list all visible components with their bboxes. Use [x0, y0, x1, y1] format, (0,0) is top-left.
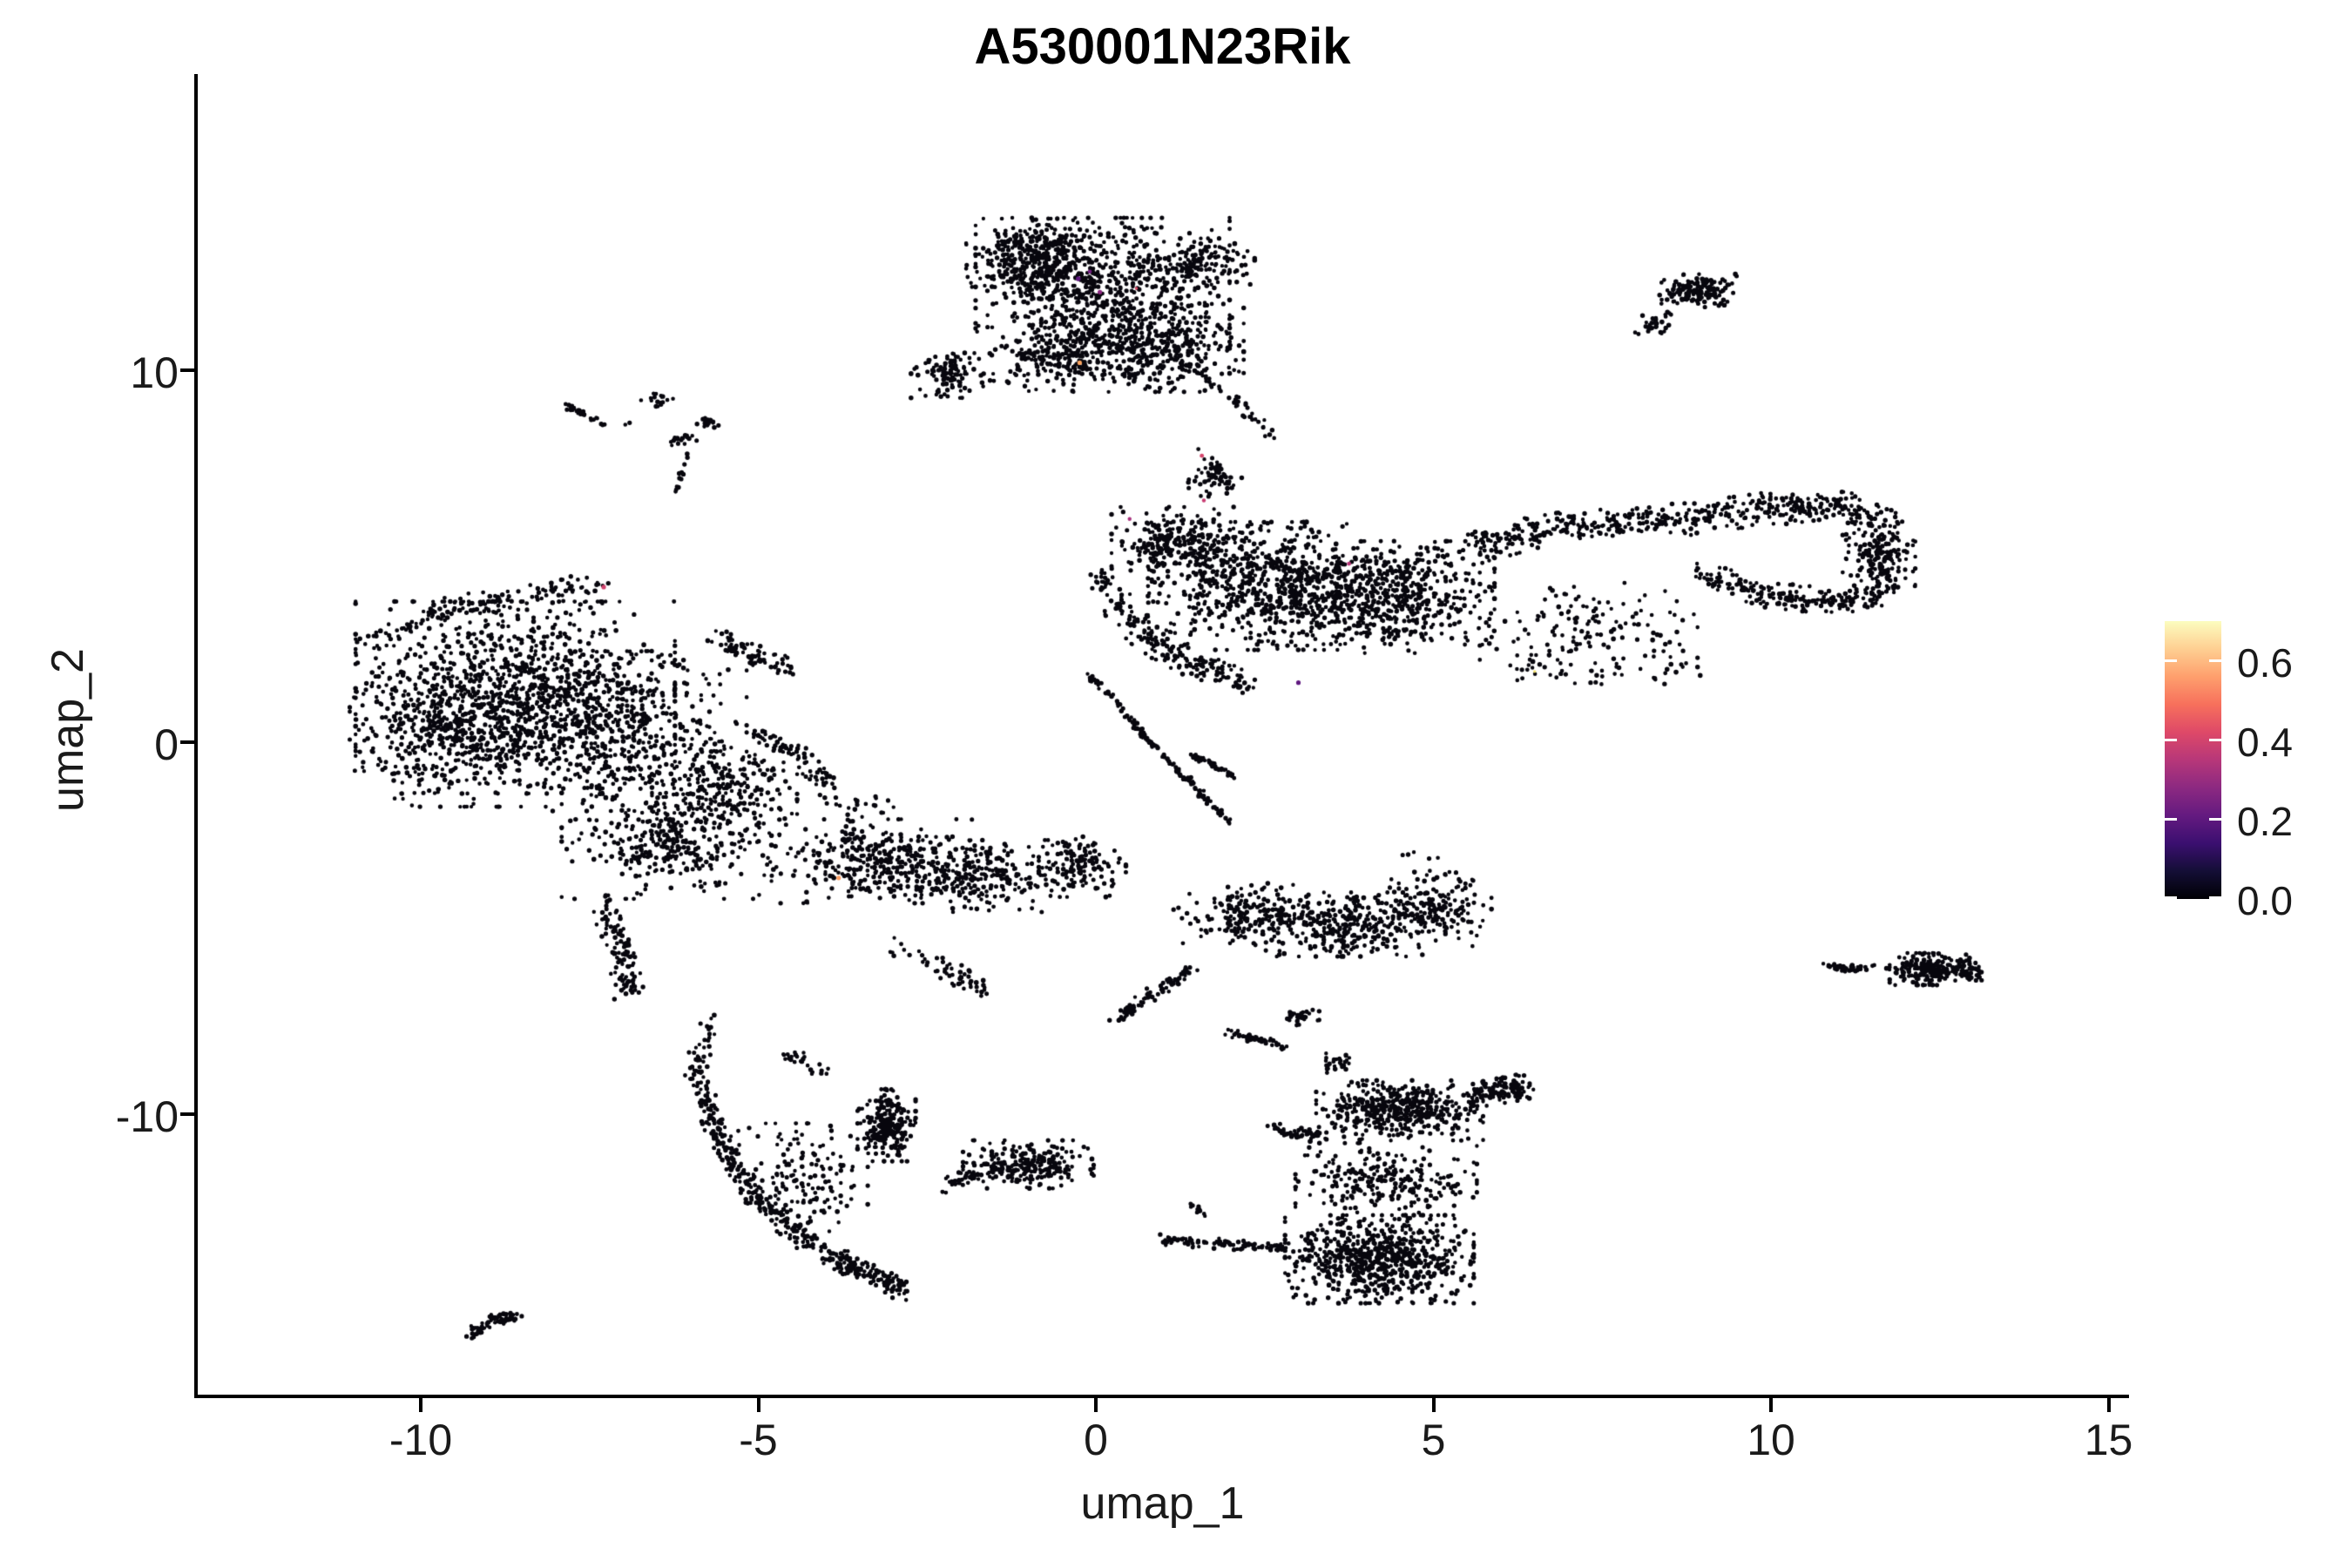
x-tick-mark — [756, 1398, 760, 1412]
x-tick-label: 15 — [2084, 1416, 2133, 1464]
y-axis-title: umap_2 — [43, 648, 93, 812]
colorbar-tick — [2165, 896, 2177, 899]
colorbar-tick — [2209, 739, 2221, 742]
x-axis-title: umap_1 — [1080, 1478, 1245, 1529]
colorbar-tick-label: 0.2 — [2237, 798, 2293, 844]
x-tick-mark — [1094, 1398, 1098, 1412]
x-tick-label: -5 — [739, 1416, 778, 1464]
x-tick-label: 10 — [1747, 1416, 1795, 1464]
page-title: A530001N23Rik — [974, 18, 1351, 75]
colorbar-tick — [2209, 818, 2221, 821]
x-tick-mark — [1769, 1398, 1773, 1412]
y-axis-line — [194, 74, 198, 1398]
x-tick-mark — [1431, 1398, 1436, 1412]
x-tick-label: 5 — [1421, 1416, 1446, 1464]
colorbar-tick — [2165, 818, 2177, 821]
colorbar-tick-label: 0.0 — [2237, 878, 2293, 923]
x-tick-label: -10 — [389, 1416, 453, 1464]
y-tick-mark — [180, 740, 194, 744]
y-tick-mark — [180, 1112, 194, 1116]
colorbar-tick — [2209, 659, 2221, 663]
y-tick-label: 0 — [154, 720, 179, 769]
x-tick-mark — [419, 1398, 422, 1412]
colorbar-tick-label: 0.6 — [2237, 639, 2293, 686]
colorbar-tick — [2209, 896, 2221, 899]
colorbar-tick — [2165, 659, 2177, 663]
x-tick-label: 0 — [1084, 1416, 1108, 1464]
x-tick-mark — [2106, 1398, 2111, 1412]
y-tick-label: -10 — [115, 1092, 179, 1141]
y-tick-mark — [180, 368, 194, 372]
x-axis-line — [194, 1395, 2129, 1398]
colorbar-tick — [2165, 739, 2177, 742]
colorbar-gradient — [2165, 621, 2221, 899]
colorbar-tick-label: 0.4 — [2237, 719, 2293, 765]
y-tick-label: 10 — [130, 348, 179, 397]
